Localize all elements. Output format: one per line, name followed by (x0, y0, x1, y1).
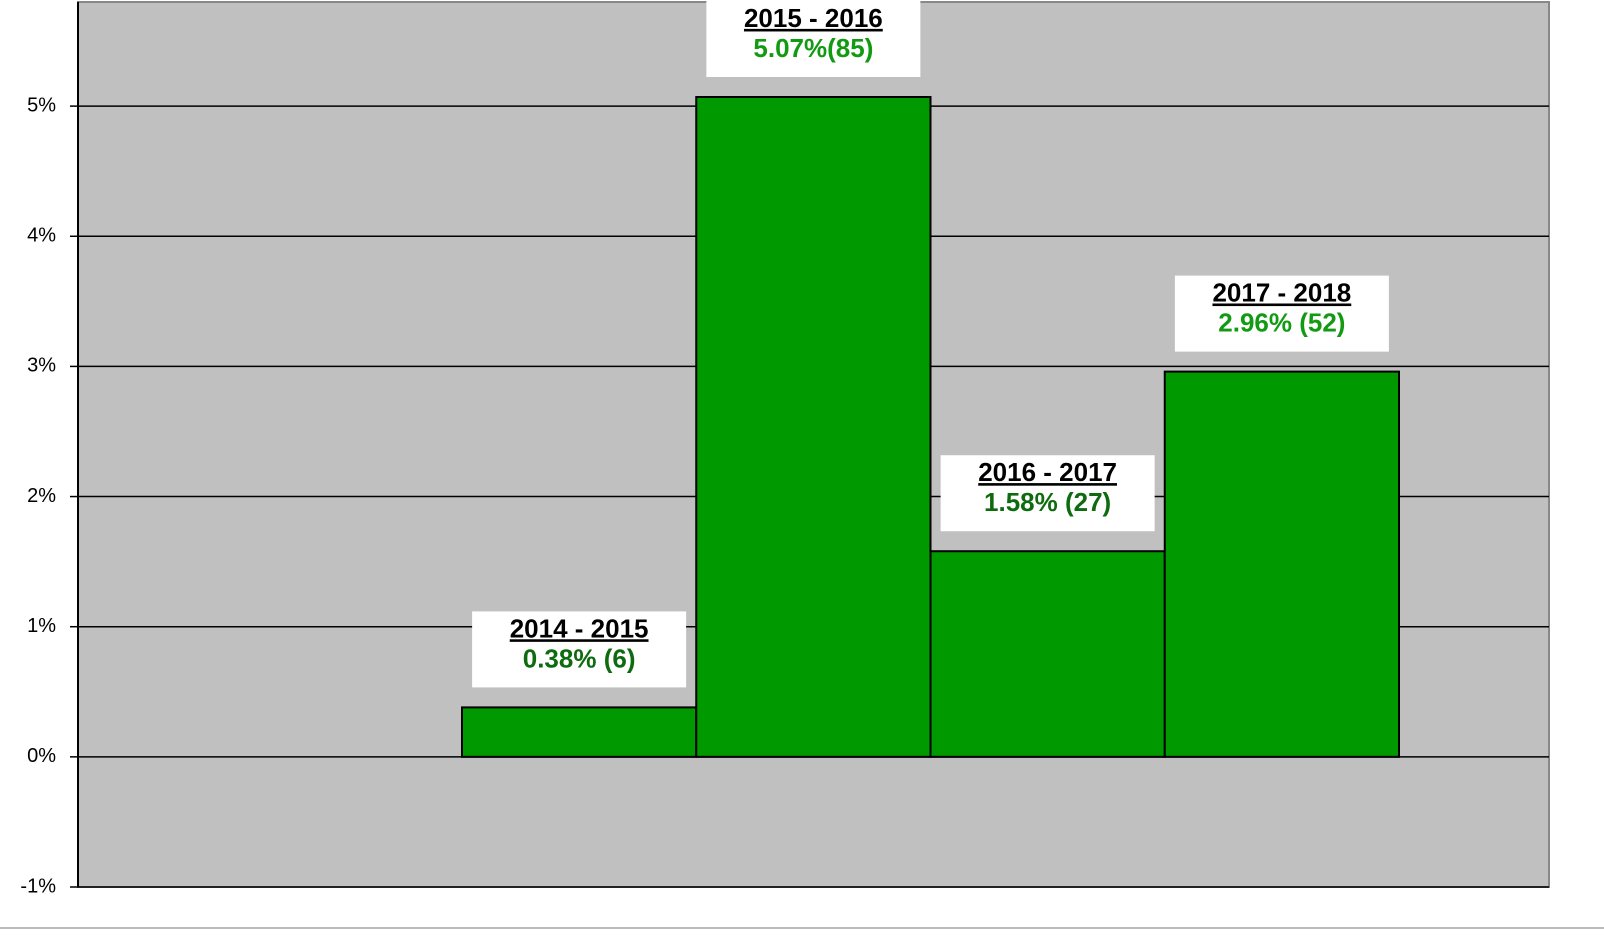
category-label: 2014 - 2015 (510, 613, 649, 643)
bar (1163, 370, 1400, 758)
value-label: 2.96% (52) (1218, 307, 1345, 337)
label-box (472, 611, 687, 688)
y-tick-label: 4% (27, 225, 56, 247)
bar (695, 96, 932, 758)
label-box (706, 1, 921, 78)
label-box (1174, 275, 1389, 352)
y-tick-label: 2% (27, 485, 56, 507)
y-tick-label: 3% (27, 355, 56, 377)
category-label: 2017 - 2018 (1212, 277, 1351, 307)
category-label: 2016 - 2017 (978, 457, 1117, 487)
bar (461, 706, 698, 758)
value-label: 0.38% (6) (523, 643, 636, 673)
y-tick-label: -1% (20, 875, 56, 897)
value-label: 1.58% (27) (984, 487, 1111, 517)
value-label: 5.07%(85) (753, 33, 873, 63)
y-tick-label: 1% (27, 615, 56, 637)
category-label: 2015 - 2016 (744, 3, 883, 33)
y-tick-label: 5% (27, 94, 56, 116)
bar (929, 550, 1166, 758)
y-tick-label: 0% (27, 745, 56, 767)
label-box (940, 455, 1155, 532)
